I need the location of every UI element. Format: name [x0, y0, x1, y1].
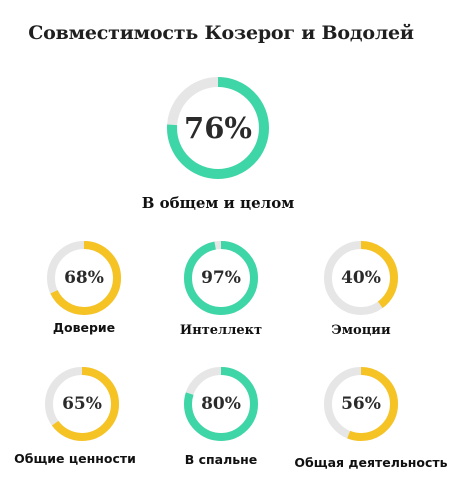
shared-values-ring-graphic	[45, 367, 119, 441]
overall-percentage: 76%	[184, 111, 252, 145]
joint-activity-percentage: 56%	[341, 394, 381, 414]
joint-activity-ring-graphic	[324, 367, 398, 441]
overall-ring-fill	[167, 77, 269, 179]
shared-values-ring-fill	[45, 367, 119, 441]
bedroom-progress-ring: 80%	[183, 366, 259, 442]
emotions-ring-graphic	[324, 241, 398, 315]
intellect-percentage: 97%	[201, 268, 241, 288]
emotions-label: Эмоции	[331, 323, 391, 338]
trust-progress-ring: 68%	[46, 240, 122, 316]
joint-activity-label: Общая деятельность	[294, 455, 448, 470]
bedroom-ring-fill	[184, 367, 258, 441]
intellect-label: Интеллект	[179, 323, 263, 338]
trust-ring-graphic	[47, 241, 121, 315]
page-title: Совместимость Козерог и Водолей	[28, 22, 414, 44]
shared-values-label: Общие ценности	[14, 451, 136, 466]
intellect-ring-graphic	[184, 241, 258, 315]
shared-values-progress-ring: 65%	[44, 366, 120, 442]
bedroom-percentage: 80%	[201, 394, 241, 414]
bedroom-label: В спальне	[184, 452, 258, 467]
overall-progress-ring: 76%	[166, 76, 270, 180]
shared-values-percentage: 65%	[62, 394, 102, 414]
joint-activity-progress-ring: 56%	[323, 366, 399, 442]
bedroom-ring-graphic	[184, 367, 258, 441]
trust-label: Доверие	[52, 320, 116, 335]
intellect-progress-ring: 97%	[183, 240, 259, 316]
intellect-ring-fill	[184, 241, 258, 315]
joint-activity-ring-fill	[324, 367, 398, 441]
emotions-ring-fill	[324, 241, 398, 315]
emotions-progress-ring: 40%	[323, 240, 399, 316]
emotions-percentage: 40%	[341, 268, 381, 288]
trust-percentage: 68%	[64, 268, 104, 288]
overall-label: В общем и целом	[141, 194, 295, 212]
trust-ring-fill	[47, 241, 121, 315]
overall-ring-graphic	[167, 77, 269, 179]
